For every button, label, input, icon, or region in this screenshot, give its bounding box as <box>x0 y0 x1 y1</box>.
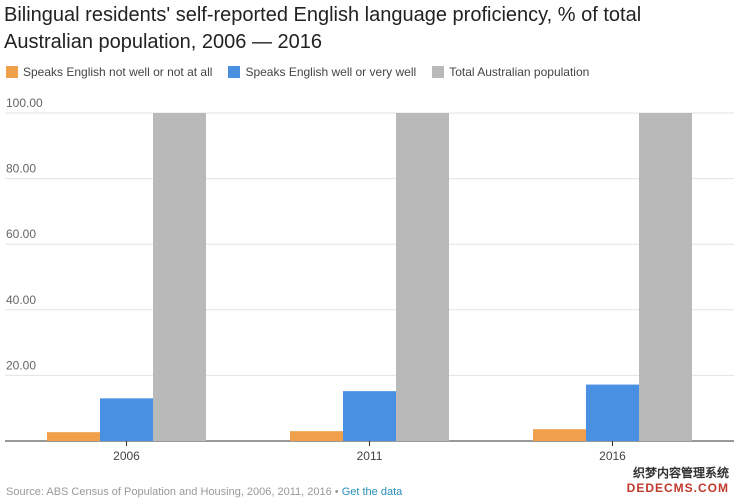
x-tick-label: 2006 <box>113 449 140 463</box>
y-tick-label: 100.00 <box>6 96 43 110</box>
y-tick-label: 60.00 <box>6 227 36 241</box>
watermark-line-2: DEDECMS.COM <box>626 481 729 495</box>
bar <box>343 391 396 441</box>
x-tick-label: 2016 <box>599 449 626 463</box>
watermark: 织梦内容管理系统 DEDECMS.COM <box>627 466 729 496</box>
bar <box>396 113 449 441</box>
bar <box>533 429 586 441</box>
legend-item-total[interactable]: Total Australian population <box>432 65 589 79</box>
bar <box>639 113 692 441</box>
legend-item-not-well[interactable]: Speaks English not well or not at all <box>6 65 212 79</box>
legend-item-well[interactable]: Speaks English well or very well <box>228 65 416 79</box>
bar <box>290 431 343 441</box>
bar <box>47 432 100 441</box>
legend: Speaks English not well or not at all Sp… <box>6 64 605 80</box>
legend-swatch-well <box>228 66 241 78</box>
bar <box>153 113 206 441</box>
y-tick-label: 20.00 <box>6 358 36 372</box>
legend-label-not-well: Speaks English not well or not at all <box>23 65 213 79</box>
bar <box>586 384 639 441</box>
legend-swatch-total <box>432 66 445 78</box>
watermark-line-1: 织梦内容管理系统 <box>632 466 729 480</box>
legend-swatch-not-well <box>6 66 18 78</box>
legend-label-well: Speaks English well or very well <box>245 65 417 79</box>
y-tick-label: 80.00 <box>6 162 36 176</box>
y-tick-label: 40.00 <box>6 293 36 307</box>
chart-title: Bilingual residents' self-reported Engli… <box>4 4 642 53</box>
get-data-link[interactable]: Get the data <box>341 486 403 498</box>
source-text: Source: ABS Census of Population and Hou… <box>6 486 342 498</box>
bar <box>100 398 153 441</box>
x-tick-label: 2011 <box>357 449 383 463</box>
source-footer: Source: ABS Census of Population and Hou… <box>6 486 402 498</box>
legend-label-total: Total Australian population <box>449 65 590 79</box>
